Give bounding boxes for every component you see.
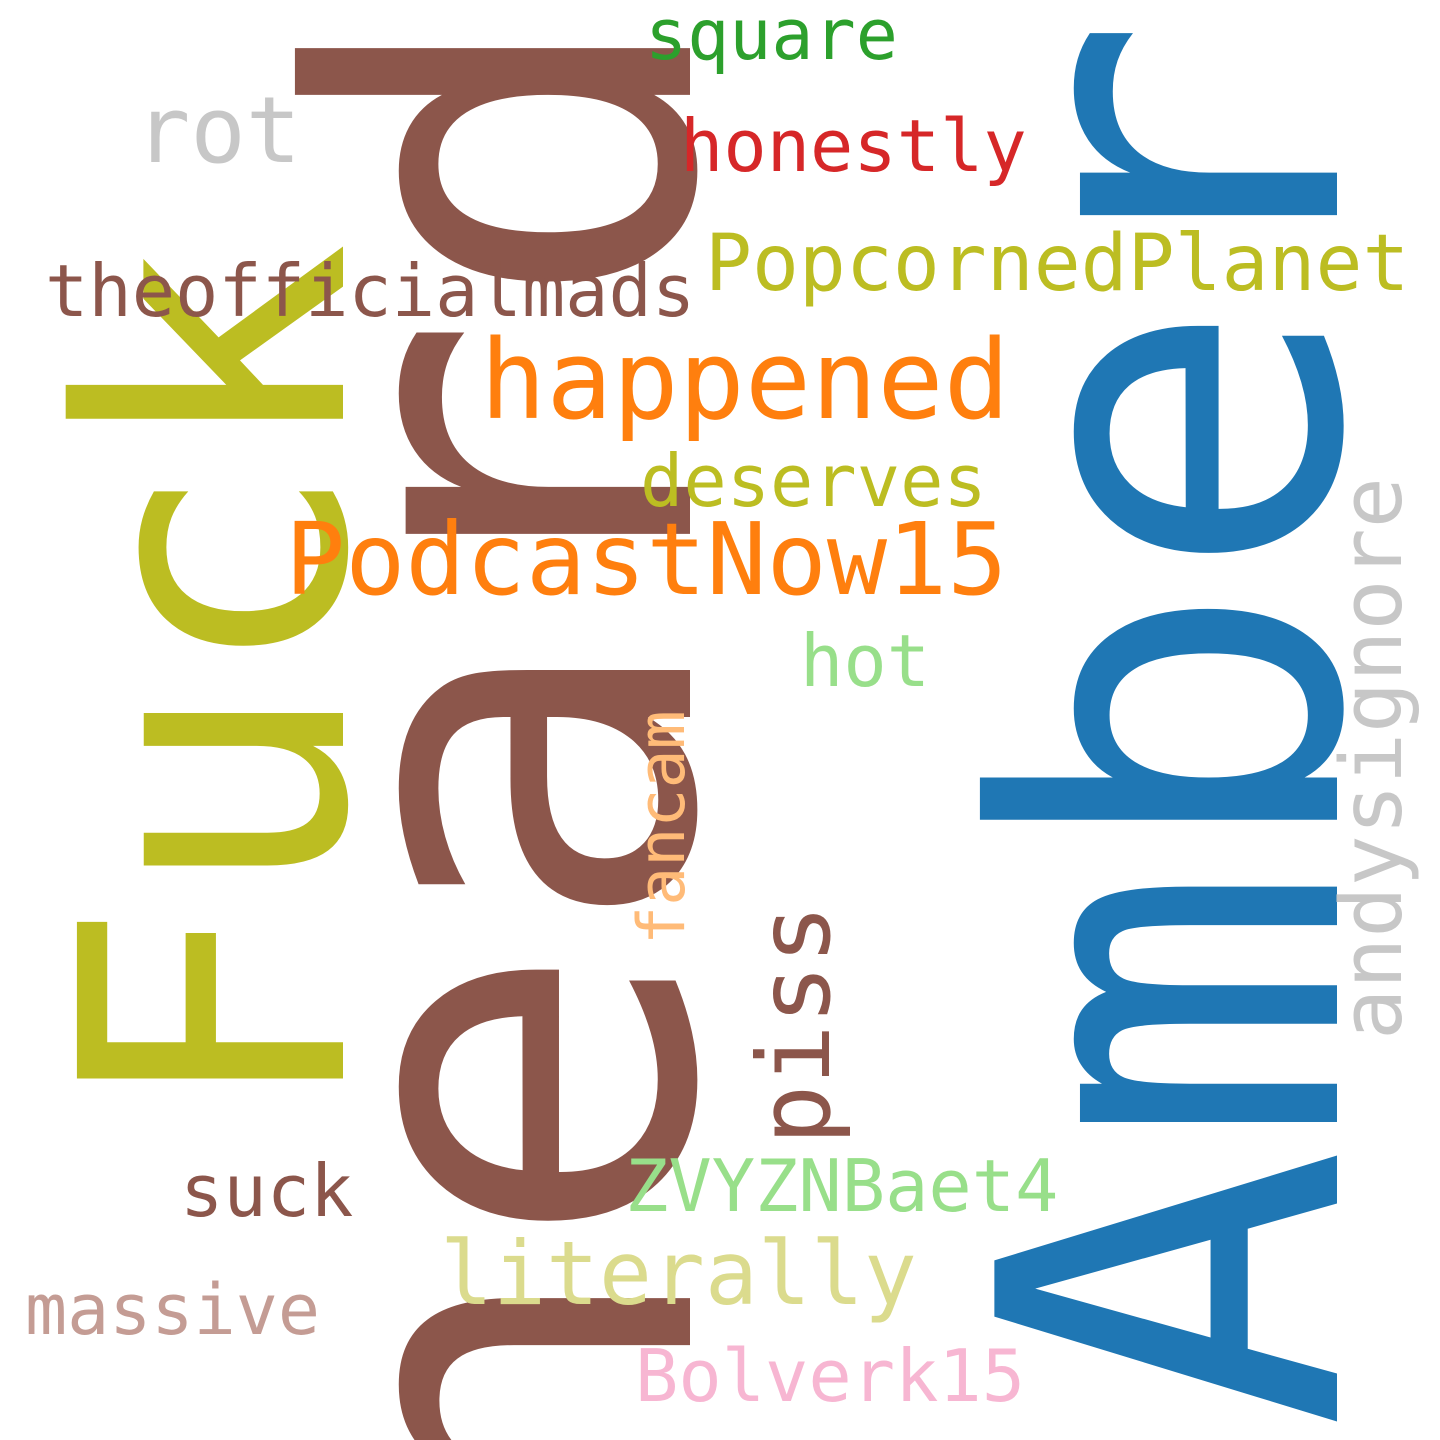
word-popcornedplanet: PopcornedPlanet [705, 219, 1410, 309]
word-suck: suck [180, 1149, 354, 1233]
word-bolverk15: Bolverk15 [635, 1334, 1026, 1418]
word-literally: literally [440, 1222, 917, 1325]
word-massive: massive [25, 1269, 321, 1351]
word-podcastnow15: PodcastNow15 [285, 501, 1008, 618]
word-hot: hot [800, 619, 931, 703]
word-zvyznbaet4: ZVYZNBaet4 [625, 1144, 1059, 1228]
word-fuck: Fuck [5, 241, 430, 1120]
word-andysignore: andysignore [1323, 477, 1422, 1040]
word-rot: rot [135, 77, 302, 184]
word-piss: piss [736, 904, 853, 1145]
word-theofficialmads: theofficialmads [45, 249, 696, 333]
word-square: square [645, 0, 898, 76]
word-happened: happened [480, 316, 1010, 444]
word-fancam: fancam [625, 710, 700, 945]
word-deserves: deserves [640, 439, 987, 523]
word-honestly: honestly [680, 104, 1027, 188]
